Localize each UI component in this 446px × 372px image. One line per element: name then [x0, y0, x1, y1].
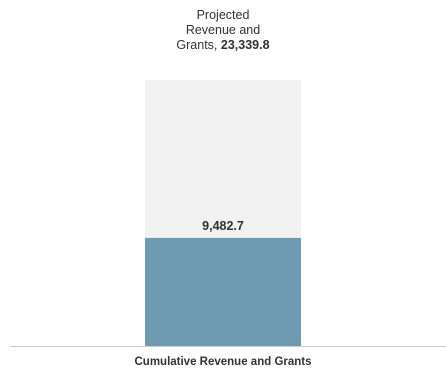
x-axis-label: Cumulative Revenue and Grants: [134, 356, 312, 368]
projected-bar-label: Projected Revenue and Grants, 23,339.8: [143, 8, 303, 53]
projected-label-line-2: Revenue and: [185, 23, 261, 37]
projected-label-prefix: Grants,: [176, 38, 218, 52]
actual-value-label: 9,482.7: [202, 219, 244, 233]
projected-label-line-3: Grants, 23,339.8: [143, 38, 303, 53]
projected-value-label: 23,339.8: [220, 38, 270, 52]
actual-bar: [145, 237, 301, 346]
projected-label-line-1: Projected: [196, 8, 250, 22]
